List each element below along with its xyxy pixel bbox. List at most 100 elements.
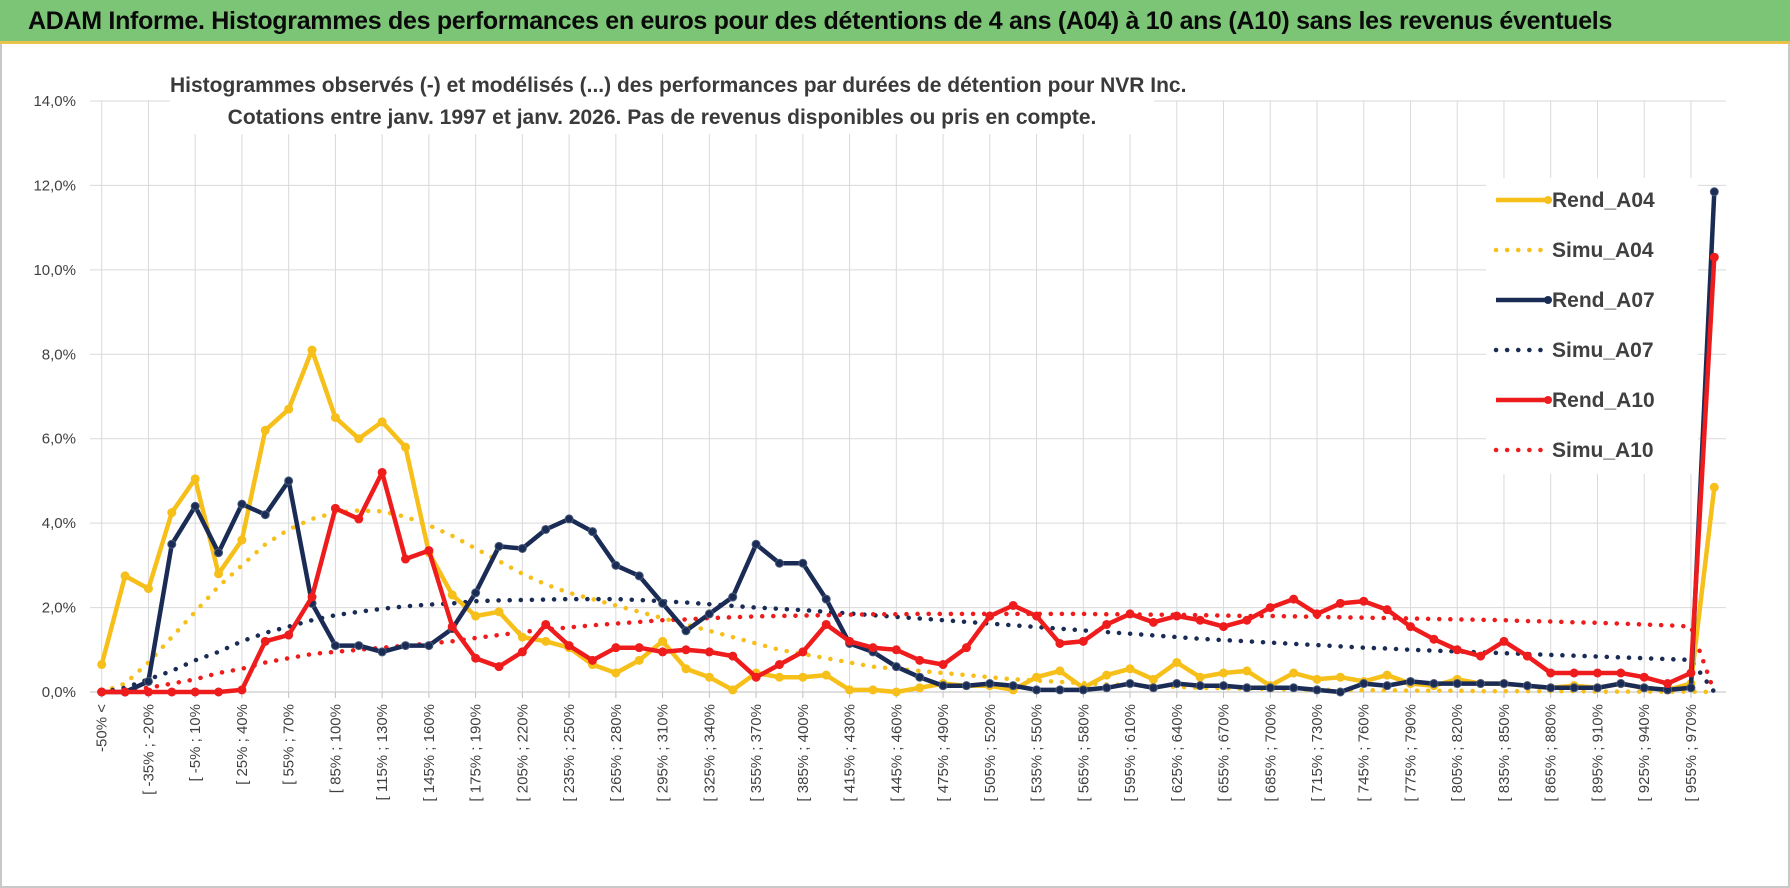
data-point bbox=[167, 539, 177, 549]
data-point bbox=[1476, 651, 1486, 661]
y-axis: 0,0% 2,0% 4,0% 6,0% 8,0% 10,0% 12,0% 14,0% bbox=[33, 93, 76, 701]
data-point bbox=[1008, 600, 1018, 610]
chart-title-line-1: Histogrammes observés (-) et modélisés (… bbox=[170, 74, 1187, 97]
data-point bbox=[1125, 664, 1135, 674]
data-point bbox=[1102, 683, 1112, 693]
data-point bbox=[1219, 622, 1229, 632]
x-tick-label: [ 895% ; 910% bbox=[1589, 704, 1606, 802]
data-point bbox=[634, 655, 644, 665]
y-tick-label: 8,0% bbox=[42, 346, 76, 363]
banner-title: ADAM Informe. Histogrammes des performan… bbox=[28, 7, 1613, 35]
data-point bbox=[471, 653, 481, 663]
data-point bbox=[1148, 617, 1158, 627]
data-point bbox=[915, 672, 925, 682]
x-tick-label: [ 445% ; 460% bbox=[888, 704, 905, 802]
data-point bbox=[704, 609, 714, 619]
series-line bbox=[99, 596, 1717, 695]
x-tick-label: [ -35% ; -20% bbox=[140, 704, 157, 795]
series-line bbox=[99, 611, 1717, 695]
data-point bbox=[354, 514, 364, 524]
x-tick-label: [ 715% ; 730% bbox=[1309, 704, 1326, 802]
data-point bbox=[494, 662, 504, 672]
legend-item: Rend_A10 bbox=[1496, 389, 1655, 412]
data-point bbox=[471, 611, 481, 621]
data-point bbox=[1616, 668, 1626, 678]
x-tick-label: [ 205% ; 220% bbox=[514, 704, 531, 802]
data-point bbox=[868, 685, 878, 695]
data-point bbox=[214, 687, 224, 697]
x-tick-label: [ 805% ; 820% bbox=[1449, 704, 1466, 802]
data-point bbox=[1008, 681, 1018, 691]
data-point bbox=[845, 636, 855, 646]
data-point bbox=[1125, 679, 1135, 689]
data-point bbox=[1639, 672, 1649, 682]
data-point bbox=[517, 543, 527, 553]
data-point bbox=[915, 683, 925, 693]
x-tick-label: [ 355% ; 370% bbox=[748, 704, 765, 802]
data-point bbox=[728, 592, 738, 602]
data-point bbox=[214, 548, 224, 558]
data-point bbox=[1032, 611, 1042, 621]
data-point bbox=[1429, 679, 1439, 689]
data-point bbox=[517, 632, 527, 642]
data-point bbox=[1476, 679, 1486, 689]
x-tick-label: [ 85% ; 100% bbox=[327, 704, 344, 793]
data-point bbox=[1499, 679, 1509, 689]
data-point bbox=[237, 499, 247, 509]
y-tick-label: 6,0% bbox=[42, 431, 76, 448]
data-point bbox=[190, 687, 200, 697]
data-point bbox=[541, 636, 551, 646]
x-tick-label: [ 535% ; 550% bbox=[1029, 704, 1046, 802]
y-tick-label: 14,0% bbox=[33, 93, 76, 110]
legend-marker bbox=[1544, 196, 1552, 204]
data-point bbox=[915, 655, 925, 665]
data-point bbox=[1242, 666, 1252, 676]
data-point bbox=[330, 413, 340, 423]
x-tick-label: [ 565% ; 580% bbox=[1075, 704, 1092, 802]
data-point bbox=[1592, 683, 1602, 693]
data-point bbox=[494, 541, 504, 551]
data-point bbox=[891, 662, 901, 672]
data-point bbox=[681, 664, 691, 674]
legend-label: Rend_A07 bbox=[1552, 289, 1655, 312]
data-point bbox=[1172, 657, 1182, 667]
data-point bbox=[751, 539, 761, 549]
data-point bbox=[143, 676, 153, 686]
data-point bbox=[424, 641, 434, 651]
data-point bbox=[97, 687, 107, 697]
data-point bbox=[845, 685, 855, 695]
data-point bbox=[961, 643, 971, 653]
series-line bbox=[99, 347, 1717, 695]
series-simu-a10 bbox=[99, 611, 1717, 695]
data-point bbox=[330, 503, 340, 513]
data-point bbox=[447, 590, 457, 600]
data-point bbox=[1522, 681, 1532, 691]
data-point bbox=[1382, 670, 1392, 680]
data-point bbox=[704, 647, 714, 657]
chart-grid bbox=[90, 100, 1726, 693]
series-rend-a10 bbox=[97, 252, 1719, 697]
legend-marker bbox=[1544, 296, 1552, 304]
data-point bbox=[284, 476, 294, 486]
series-line bbox=[99, 508, 1717, 695]
legend-label: Simu_A10 bbox=[1552, 439, 1654, 462]
y-tick-label: 0,0% bbox=[42, 684, 76, 701]
data-point bbox=[1219, 668, 1229, 678]
x-tick-label: [ 595% ; 610% bbox=[1122, 704, 1139, 802]
data-point bbox=[1265, 603, 1275, 613]
data-point bbox=[658, 647, 668, 657]
data-point bbox=[1335, 687, 1345, 697]
data-point bbox=[728, 685, 738, 695]
data-point bbox=[821, 670, 831, 680]
data-point bbox=[1055, 666, 1065, 676]
legend-label: Simu_A07 bbox=[1552, 339, 1654, 362]
data-point bbox=[1172, 611, 1182, 621]
data-point bbox=[307, 345, 317, 355]
data-point bbox=[1055, 685, 1065, 695]
data-point bbox=[1265, 683, 1275, 693]
data-point bbox=[798, 672, 808, 682]
x-tick-label: [ 505% ; 520% bbox=[982, 704, 999, 802]
x-tick-label: [ 685% ; 700% bbox=[1262, 704, 1279, 802]
x-tick-label: [ 835% ; 850% bbox=[1496, 704, 1513, 802]
